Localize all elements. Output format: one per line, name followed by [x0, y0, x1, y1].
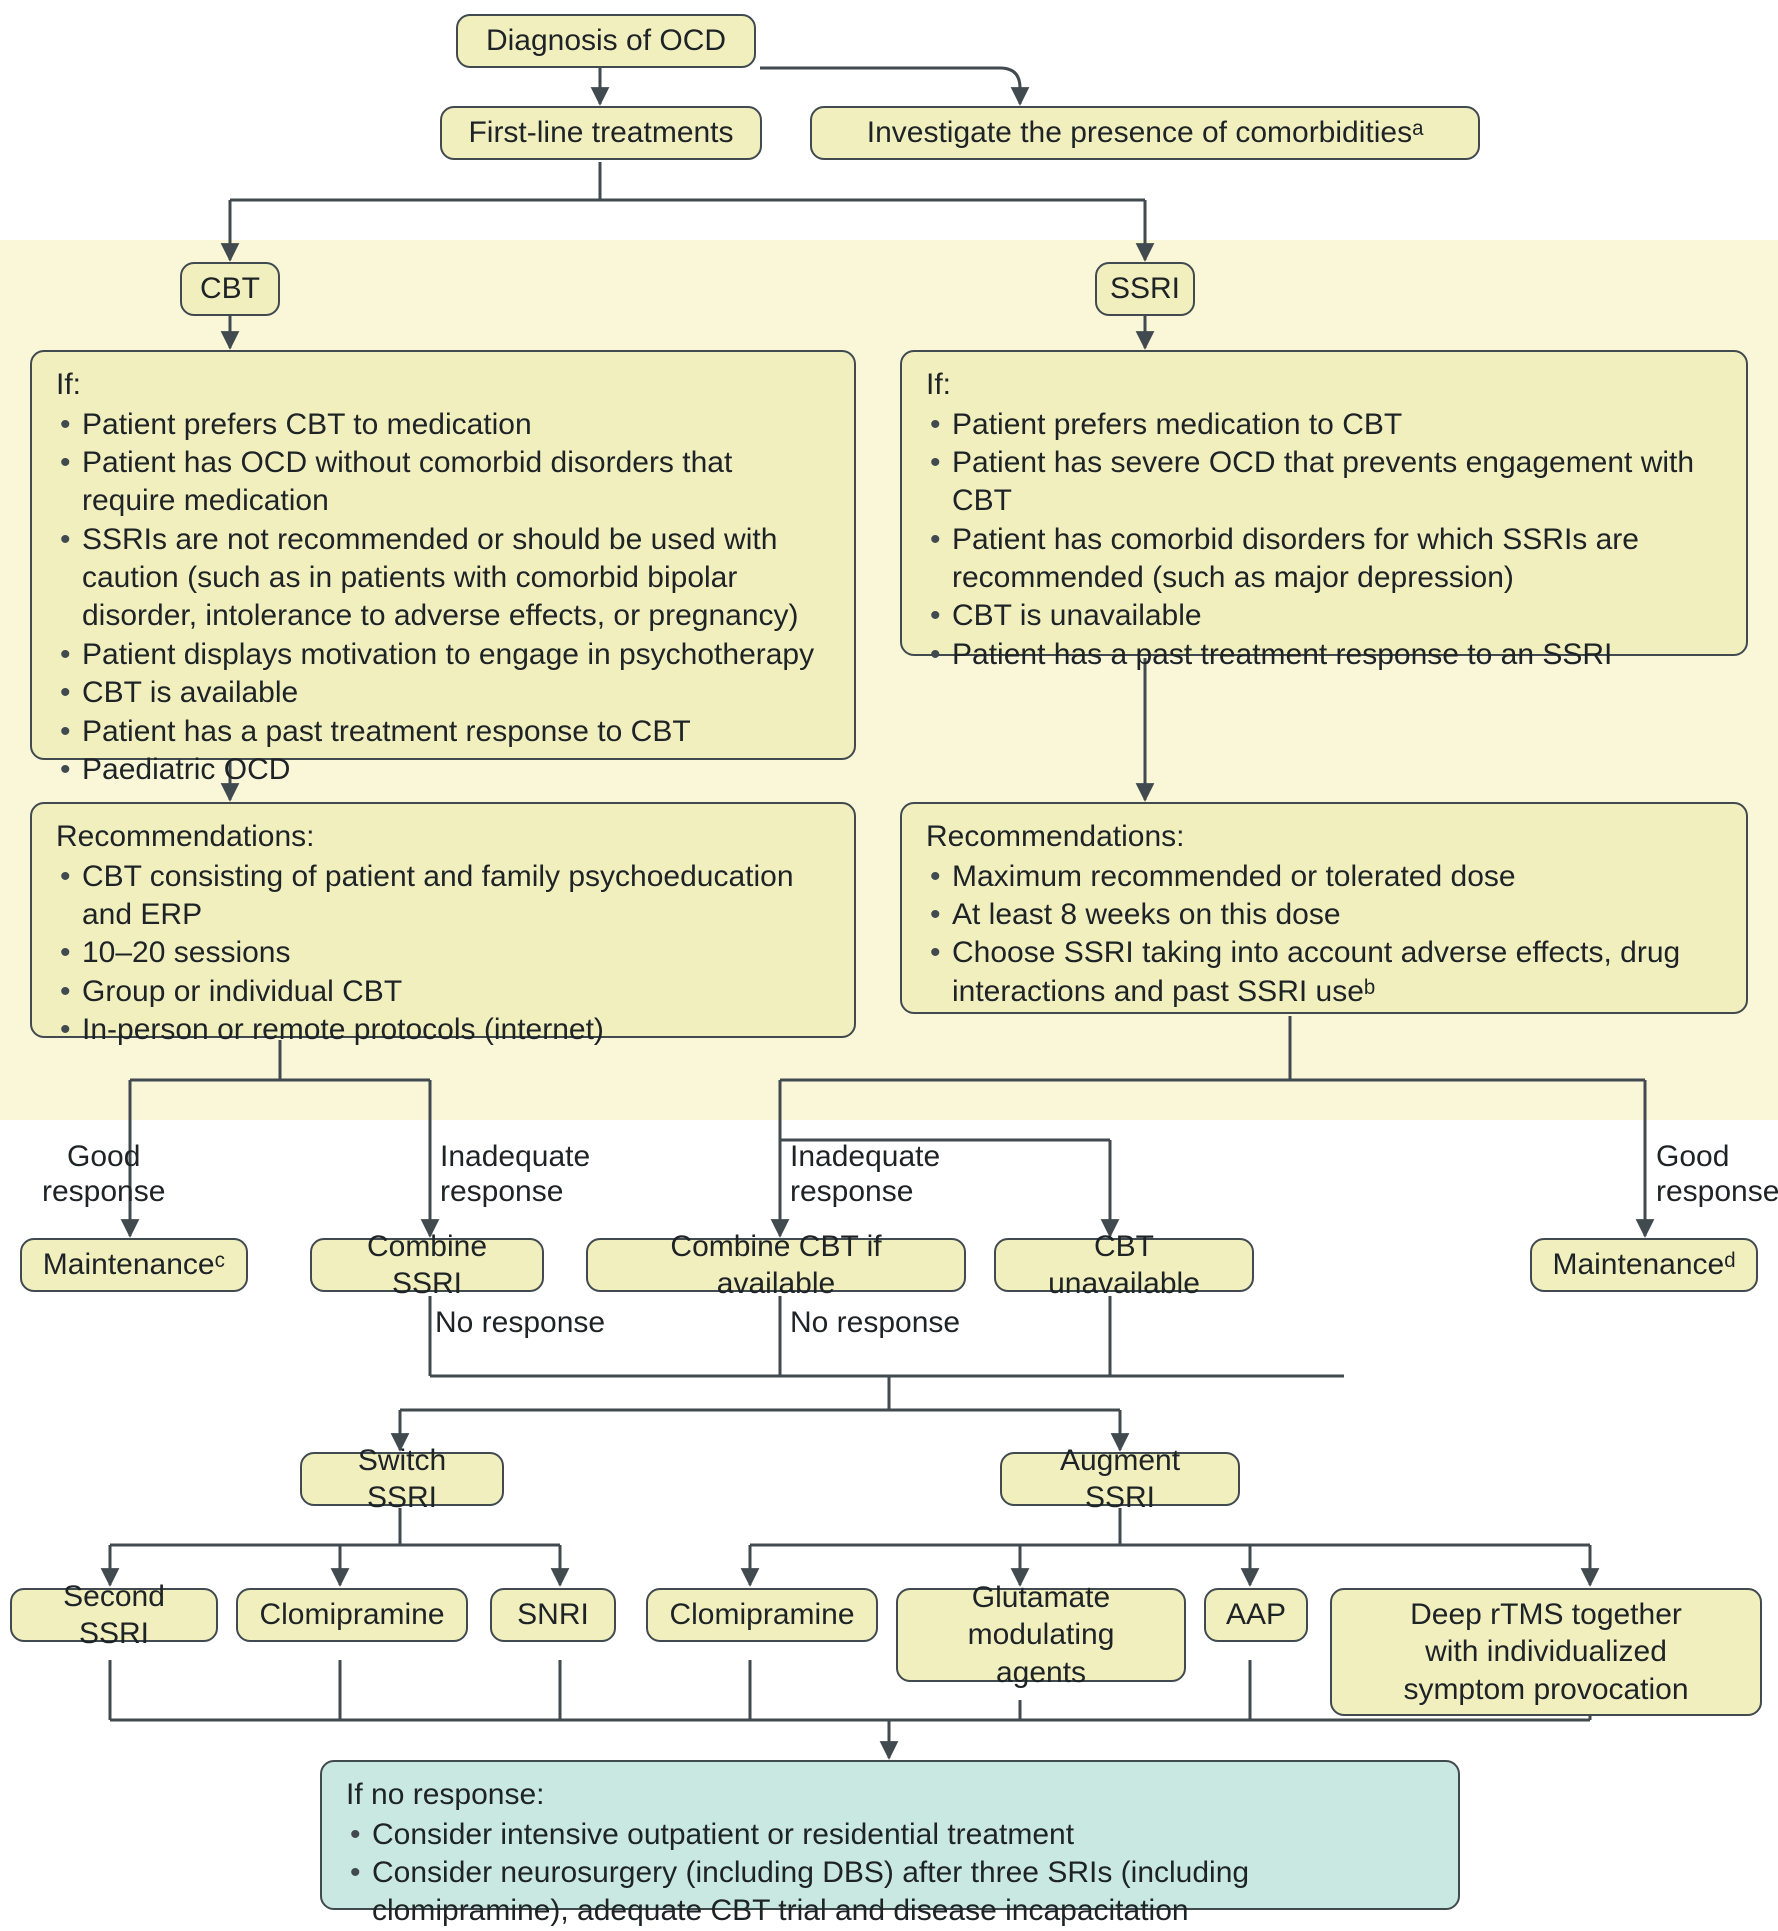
node-label: Combine CBT if available — [610, 1228, 942, 1303]
list-item: CBT is available — [56, 674, 830, 712]
edge-label-inadequate-response-right: Inadequate response — [790, 1140, 940, 1209]
list-items: Patient prefers medication to CBT Patien… — [926, 406, 1722, 675]
list-item: SSRIs are not recommended or should be u… — [56, 521, 830, 636]
node-cbt-unavailable: CBT unavailable — [994, 1238, 1254, 1292]
edge-label-no-response-2: No response — [790, 1306, 960, 1341]
list-items: Consider intensive outpatient or residen… — [346, 1816, 1434, 1931]
edge-label-good-response-right: Good response — [1656, 1140, 1778, 1209]
node-label: Switch SSRI — [324, 1442, 480, 1517]
node-combine-ssri: Combine SSRI — [310, 1238, 544, 1292]
flowchart-canvas: Diagnosis of OCD First-line treatments I… — [0, 0, 1778, 1920]
node-label: Investigate the presence of comorbiditie… — [867, 114, 1423, 152]
edge-label-no-response-1: No response — [435, 1306, 605, 1341]
list-header: If no response: — [346, 1776, 544, 1814]
node-label: Clomipramine — [259, 1596, 444, 1634]
node-label: CBT — [200, 270, 260, 308]
list-item: Consider intensive outpatient or residen… — [346, 1816, 1434, 1854]
node-maintenance-d: Maintenanceᵈ — [1530, 1238, 1758, 1292]
list-header: If: — [56, 366, 81, 404]
node-clomipramine-2: Clomipramine — [646, 1588, 878, 1642]
node-switch-ssri: Switch SSRI — [300, 1452, 504, 1506]
node-label: First-line treatments — [468, 114, 733, 152]
node-cbt-rec: Recommendations: CBT consisting of patie… — [30, 802, 856, 1038]
edge-label-good-response-left: Good response — [42, 1140, 165, 1209]
node-label: Diagnosis of OCD — [486, 22, 726, 60]
node-first-line: First-line treatments — [440, 106, 762, 160]
node-label: Combine SSRI — [334, 1228, 520, 1303]
list-item: Consider neurosurgery (including DBS) af… — [346, 1854, 1434, 1931]
list-item: In-person or remote protocols (internet) — [56, 1011, 830, 1049]
list-item: Patient has comorbid disorders for which… — [926, 521, 1722, 598]
edge-label-inadequate-response-left: Inadequate response — [440, 1140, 590, 1209]
list-item: Patient has a past treatment response to… — [56, 713, 830, 751]
list-item: Patient displays motivation to engage in… — [56, 636, 830, 674]
node-augment-ssri: Augment SSRI — [1000, 1452, 1240, 1506]
list-item: Maximum recommended or tolerated dose — [926, 858, 1722, 896]
list-item: Paediatric OCD — [56, 751, 830, 789]
node-ssri: SSRI — [1095, 262, 1195, 316]
node-label: Glutamate modulating agents — [920, 1579, 1162, 1692]
list-header: Recommendations: — [926, 818, 1184, 856]
node-label: Second SSRI — [34, 1578, 194, 1653]
node-aap: AAP — [1204, 1588, 1308, 1642]
list-item: Choose SSRI taking into account adverse … — [926, 934, 1722, 1011]
node-label: SNRI — [517, 1596, 589, 1634]
list-item: At least 8 weeks on this dose — [926, 896, 1722, 934]
list-item: Patient prefers CBT to medication — [56, 406, 830, 444]
node-clomipramine-1: Clomipramine — [236, 1588, 468, 1642]
list-item: Patient prefers medication to CBT — [926, 406, 1722, 444]
list-header: If: — [926, 366, 951, 404]
node-cbt: CBT — [180, 262, 280, 316]
node-comorbidities: Investigate the presence of comorbiditie… — [810, 106, 1480, 160]
node-label: Augment SSRI — [1024, 1442, 1216, 1517]
node-label: Deep rTMS together with individualized s… — [1403, 1596, 1688, 1709]
node-glutamate: Glutamate modulating agents — [896, 1588, 1186, 1682]
list-items: CBT consisting of patient and family psy… — [56, 858, 830, 1050]
node-label: Maintenanceᵈ — [1552, 1246, 1735, 1284]
node-label: Maintenanceᶜ — [43, 1246, 225, 1284]
node-diagnosis: Diagnosis of OCD — [456, 14, 756, 68]
node-ssri-if: If: Patient prefers medication to CBT Pa… — [900, 350, 1748, 656]
node-rtms: Deep rTMS together with individualized s… — [1330, 1588, 1762, 1716]
node-label: SSRI — [1110, 270, 1180, 308]
list-items: Maximum recommended or tolerated dose At… — [926, 858, 1722, 1012]
list-item: Patient has a past treatment response to… — [926, 636, 1722, 674]
list-item: CBT is unavailable — [926, 597, 1722, 635]
list-item: 10–20 sessions — [56, 934, 830, 972]
node-final-no-response: If no response: Consider intensive outpa… — [320, 1760, 1460, 1910]
list-item: Patient has OCD without comorbid disorde… — [56, 444, 830, 521]
node-combine-cbt: Combine CBT if available — [586, 1238, 966, 1292]
node-cbt-if: If: Patient prefers CBT to medication Pa… — [30, 350, 856, 760]
node-label: Clomipramine — [669, 1596, 854, 1634]
list-items: Patient prefers CBT to medication Patien… — [56, 406, 830, 790]
node-snri: SNRI — [490, 1588, 616, 1642]
node-maintenance-c: Maintenanceᶜ — [20, 1238, 248, 1292]
list-header: Recommendations: — [56, 818, 314, 856]
list-item: Group or individual CBT — [56, 973, 830, 1011]
node-label: CBT unavailable — [1018, 1228, 1230, 1303]
list-item: Patient has severe OCD that prevents eng… — [926, 444, 1722, 521]
list-item: CBT consisting of patient and family psy… — [56, 858, 830, 935]
node-ssri-rec: Recommendations: Maximum recommended or … — [900, 802, 1748, 1014]
node-second-ssri: Second SSRI — [10, 1588, 218, 1642]
node-label: AAP — [1226, 1596, 1286, 1634]
